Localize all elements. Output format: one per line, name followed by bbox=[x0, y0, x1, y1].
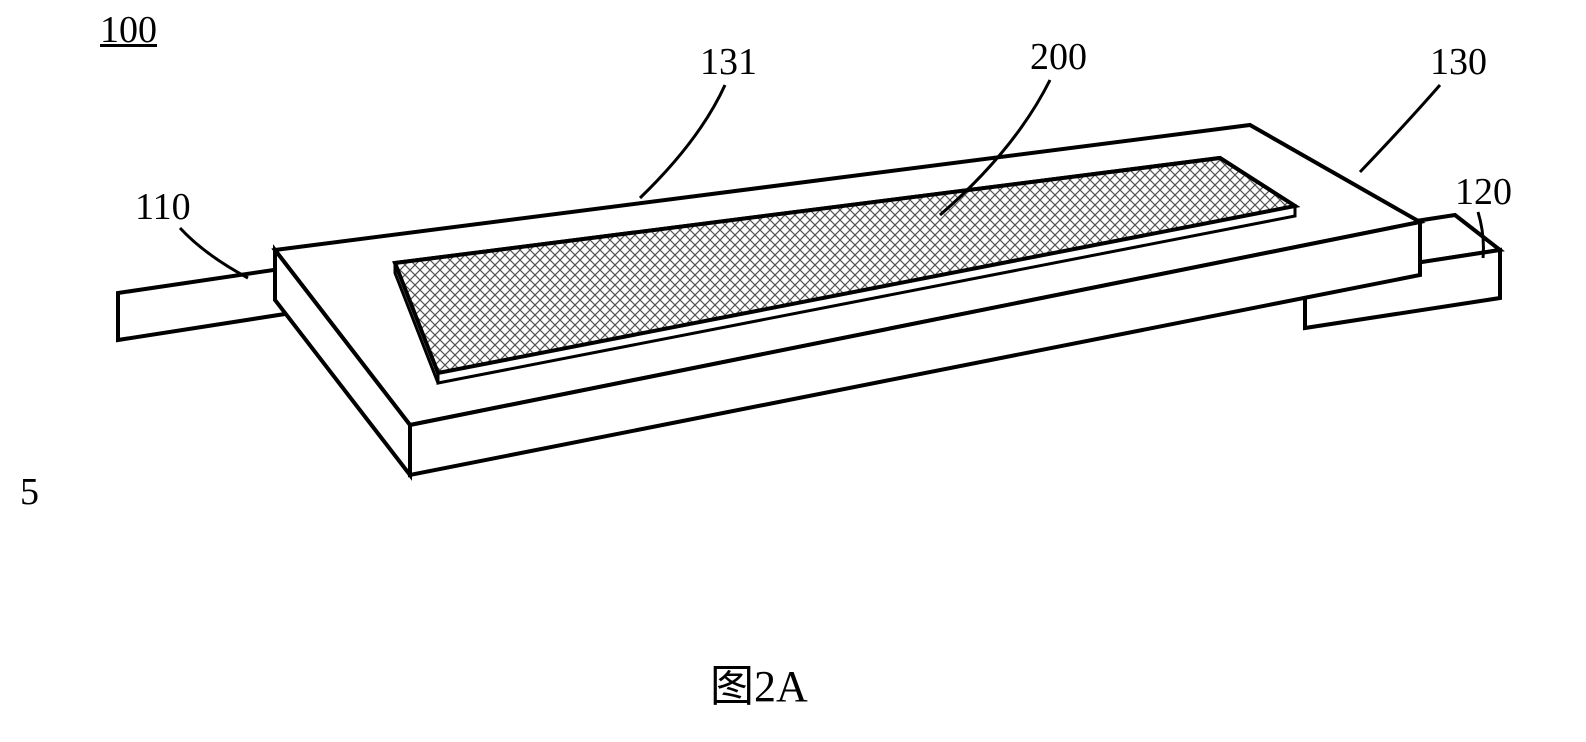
leader-130 bbox=[1360, 85, 1440, 172]
leader-110 bbox=[180, 228, 248, 278]
leader-131 bbox=[640, 85, 725, 198]
diagram-svg bbox=[0, 0, 1586, 742]
